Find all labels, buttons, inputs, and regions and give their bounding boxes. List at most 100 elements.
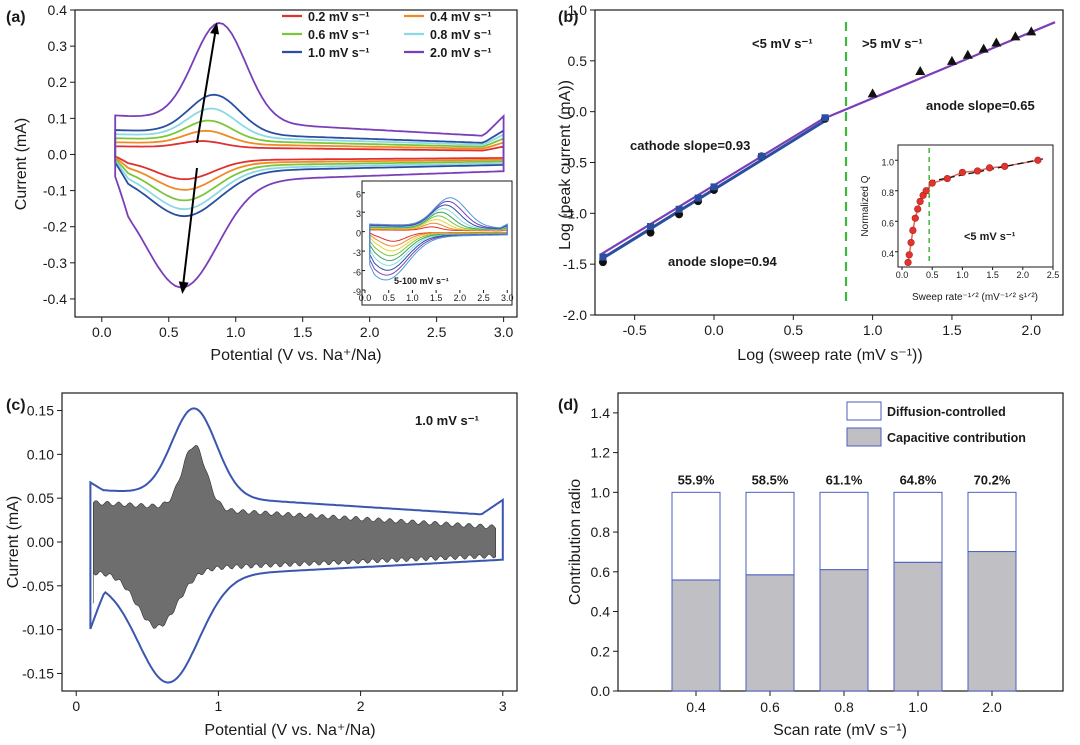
diffusion-bar — [819, 491, 869, 571]
panel-b-y-tick-label: -2.0 — [563, 307, 587, 323]
panel-a: (a) 0.0 0.5 1.0 1.5 2.0 2.5 3.0 -0.4 -0.3 -0.2 -0.… — [6, 2, 518, 364]
panel-a-inset-y-tick-label: 3 — [356, 209, 361, 219]
panel-b: (b) -0.5 0.0 0.5 1.0 1.5 2.0 -2.0 -1.5 -1.0 -0.5 0… — [557, 2, 1064, 364]
panel-b-x-tick-label: -0.5 — [623, 322, 647, 338]
panel-a-inset-x-tick-label: 2.0 — [454, 293, 467, 303]
panel-b-y-tick-label: -0.5 — [563, 155, 587, 171]
panel-d-legend: Diffusion-controlled Capacitive contribut… — [846, 401, 1026, 447]
bar-value-label: 55.9% — [678, 472, 715, 487]
panel-c-x-tick-label: 3 — [499, 698, 507, 714]
legend-label: 0.8 mV s⁻¹ — [430, 28, 492, 42]
panel-a-x-tick-label: 1.5 — [293, 324, 313, 340]
panel-b-anode-slope-high: anode slope=0.65 — [926, 98, 1035, 113]
panel-b-inset-annotation: <5 mV s⁻¹ — [964, 231, 1016, 243]
legend-swatch — [846, 427, 882, 447]
bar-value-label: 58.5% — [752, 472, 789, 487]
capacitive-area — [92, 444, 496, 629]
anode-high-point — [962, 49, 973, 59]
panel-b-ticks: -0.5 0.0 0.5 1.0 1.5 2.0 -2.0 -1.5 -1.0 -0.5 0.0 0.… — [563, 2, 1041, 338]
panel-a-x-tick-label: 0.0 — [92, 324, 112, 340]
inset-point — [958, 168, 967, 177]
panel-a-y-tick-label: 0.2 — [48, 74, 68, 90]
panel-b-left-region: <5 mV s⁻¹ — [752, 36, 813, 51]
anode-high-point — [867, 88, 878, 98]
panel-d-y-tick-label: 0.0 — [591, 683, 611, 699]
panel-d-y-tick-label: 0.2 — [591, 643, 611, 659]
inset-point — [922, 187, 930, 195]
panel-a-inset-x-tick-label: 2.5 — [477, 293, 490, 303]
panel-d-x-tick-label: 0.6 — [760, 699, 780, 715]
panel-b-inset-y-tick-label: 0.8 — [881, 188, 894, 198]
anode-high-point — [1010, 31, 1021, 41]
panel-b-right-region: >5 mV s⁻¹ — [862, 36, 923, 51]
anode-point — [710, 183, 718, 191]
panel-b-points — [598, 26, 1037, 267]
inset-point — [907, 239, 915, 247]
panel-b-y-tick-label: 1.0 — [568, 2, 588, 18]
panel-b-inset-x-tick-label: 1.0 — [956, 270, 969, 280]
inset-point — [1001, 162, 1009, 170]
panel-d-ticks: 0.0 0.2 0.4 0.6 0.8 1.0 1.2 1.4 0.4 0.6 0.8 1.0 2.0 — [591, 405, 1002, 715]
panel-a-label: (a) — [6, 9, 26, 26]
panel-b-x-tick-label: 0.5 — [784, 322, 804, 338]
legend-label: Capacitive contribution — [887, 431, 1026, 445]
inset-point — [911, 214, 919, 222]
panel-a-inset-x-tick-label: 0.0 — [359, 293, 372, 303]
panel-d-y-tick-label: 0.6 — [591, 564, 611, 580]
anode-point — [758, 152, 766, 160]
panel-c-y-tick-label: 0.15 — [27, 403, 54, 419]
panel-b-inset-x-tick-label: 0.5 — [926, 270, 939, 280]
panel-a-y-tick-label: -0.4 — [43, 291, 67, 307]
panel-a-inset-y-tick-label: 6 — [356, 190, 361, 200]
capacitive-bar — [671, 579, 721, 692]
panel-b-inset-frame — [897, 144, 1054, 268]
legend-label: 0.4 mV s⁻¹ — [430, 10, 492, 24]
panel-a-inset-y-tick-label: -3 — [353, 248, 361, 258]
panel-a-y-tick-label: 0.0 — [48, 146, 68, 162]
panel-b-x-tick-label: 2.0 — [1022, 322, 1042, 338]
panel-d-y-tick-label: 1.0 — [591, 484, 611, 500]
panel-a-x-tick-label: 0.5 — [159, 324, 179, 340]
panel-a-x-tick-label: 1.0 — [226, 324, 246, 340]
panel-c-x-tick-label: 0 — [72, 698, 80, 714]
panel-d-x-tick-label: 0.4 — [686, 699, 706, 715]
panel-b-inset-y-tick-label: 1.0 — [881, 157, 894, 167]
panel-a-curves — [114, 22, 505, 289]
panel-d-bars: 55.9% 58.5% 61.1% 64.8% 70.2% — [671, 472, 1017, 692]
bar-value-label: 61.1% — [826, 472, 863, 487]
bar-value-label: 64.8% — [900, 472, 937, 487]
inset-point — [916, 197, 924, 206]
panel-b-inset-ticks: 0.0 0.5 1.0 1.5 2.0 2.5 0.4 0.6 0.8 1.0 — [881, 157, 1059, 280]
capacitive-bar — [819, 569, 869, 692]
anode-point — [675, 205, 683, 213]
inset-point — [914, 205, 922, 213]
anode-high-point — [946, 55, 957, 65]
panel-a-ylabel: Current (mA) — [13, 118, 30, 210]
panel-d-xlabel: Scan rate (mV s⁻¹) — [773, 722, 907, 739]
panel-c-x-tick-label: 1 — [215, 698, 223, 714]
panel-a-legend: 0.2 mV s⁻¹ 0.4 mV s⁻¹ 0.6 mV s⁻¹ 0.8 mV s⁻¹… — [282, 10, 492, 60]
panel-a-inset-curves — [368, 197, 508, 281]
panel-d-y-tick-label: 1.4 — [591, 405, 611, 421]
panel-d-label: (d) — [558, 397, 578, 414]
panel-b-ylabel: Log (peak current (mA)) — [557, 80, 574, 250]
panel-a-inset-y-tick-label: 0 — [356, 229, 361, 239]
panel-a-arrow — [178, 22, 220, 294]
panel-b-inset-xlabel: Sweep rate⁻¹ᐟ² (mV⁻¹ᐟ² s¹ᐟ²) — [912, 292, 1038, 303]
inset-point — [904, 258, 912, 267]
bar-value-label: 70.2% — [974, 472, 1011, 487]
cathode-point — [646, 228, 655, 237]
panel-d-x-tick-label: 0.8 — [834, 699, 854, 715]
panel-a-inset-x-tick-label: 3.0 — [501, 293, 514, 303]
diffusion-bar — [671, 491, 721, 581]
panel-a-inset: 0.0 0.5 1.0 1.5 2.0 2.5 3.0 6 3 0 -3 -6 -9 5-100 mV … — [353, 180, 514, 306]
panel-d-y-tick-label: 0.4 — [591, 604, 611, 620]
anode-high-point — [978, 43, 989, 53]
cv-curve-5 — [114, 22, 505, 289]
panel-b-inset-x-tick-label: 1.5 — [986, 270, 999, 280]
panel-c-y-tick-label: 0.10 — [27, 446, 54, 462]
diffusion-bar — [745, 491, 795, 576]
capacitive-bar — [893, 561, 943, 692]
inset-point — [928, 179, 936, 187]
anode-point — [647, 223, 655, 231]
